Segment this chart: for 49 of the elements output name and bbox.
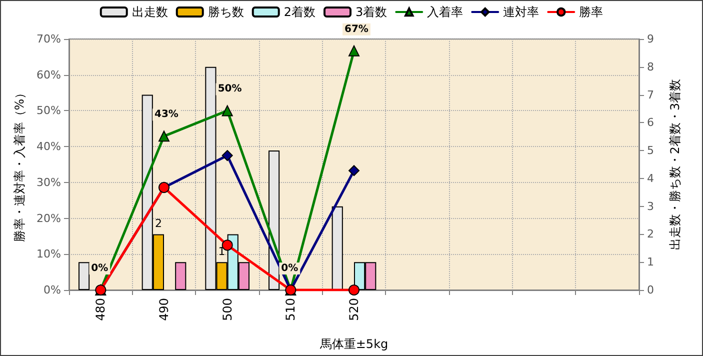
y2-tick-label: 3 [647,200,654,213]
legend-label: 勝ち数 [208,5,244,19]
point [348,284,360,296]
y-tick-label: 0% [44,284,61,296]
x-tick-label: 480 [94,298,108,321]
legend-label: 勝率 [579,5,604,19]
point [158,130,170,142]
point [222,150,233,162]
y-tick-label: 50% [36,104,61,118]
x-tick-label: 500 [220,298,234,321]
x-tick-label: 490 [157,298,171,321]
y2-tick-label: 8 [647,60,654,74]
y2-tick-label: 6 [647,116,654,130]
legend-label: 2着数 [284,5,316,19]
bar [332,206,343,290]
legend-label: 出走数 [132,5,168,19]
data-label: 0% [91,263,108,274]
y2-tick-label: 1 [647,256,654,269]
y2-axis-title: 出走数・勝ち数・2着数・3着数 [668,78,682,250]
data-label: 43% [154,109,178,120]
y-tick-label: 10% [36,248,61,261]
y2-tick-label: 5 [647,144,654,158]
point [348,45,360,56]
y2-tick-label: 9 [647,32,654,46]
bar [175,262,186,290]
y-tick-label: 30% [36,176,61,189]
y-tick-label: 20% [36,212,61,225]
legend-label: 入着率 [427,5,464,19]
y2-tick-label: 0 [647,284,654,296]
bar [78,262,90,290]
legend-label: 3着数 [356,5,388,19]
y2-tick-label: 4 [647,172,654,185]
legend-label: 連対率 [503,5,540,19]
x-axis-title: 馬体重±5kg [318,337,388,351]
y-axis-title: 勝率・連対率・入着率（%） [12,86,27,242]
y-tick-label: 70% [36,32,61,46]
y2-tick-label: 7 [647,88,654,102]
y-tick-label: 40% [36,140,61,154]
data-label: 50% [218,84,242,95]
data-label: 2 [154,217,162,230]
x-tick-label: 520 [347,298,361,321]
y-tick-label: 60% [36,68,61,82]
y2-tick-label: 2 [647,228,654,241]
x-tick-label: 510 [284,298,298,321]
data-label: 0% [281,263,298,274]
data-label: 1 [218,245,226,258]
point [222,105,233,116]
data-label: 67% [344,24,368,35]
point [348,165,360,176]
